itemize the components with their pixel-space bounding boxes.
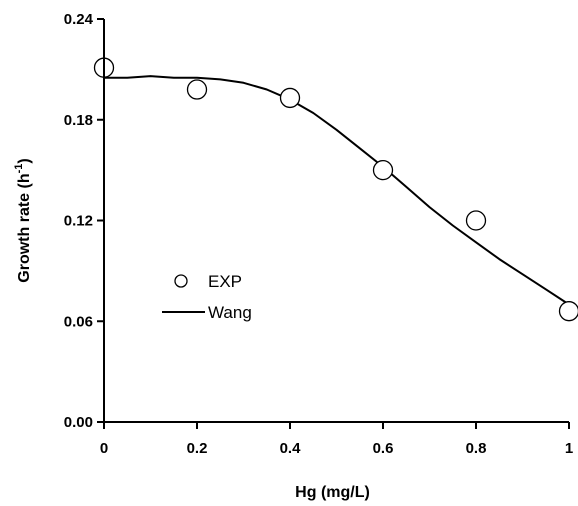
y-axis-title-superscript: -1 xyxy=(13,164,25,174)
y-axis-title-end: ) xyxy=(16,158,33,163)
legend-label-exp: EXP xyxy=(208,272,242,291)
data-point-exp xyxy=(558,301,578,322)
x-tick-label: 1 xyxy=(565,440,573,457)
x-tick-label: 0.2 xyxy=(187,440,208,457)
data-point-exp xyxy=(279,87,301,109)
y-tick-label: 0.06 xyxy=(64,313,93,330)
axes: 0.00 0.06 0.12 0.18 0.24 0 0.2 0.4 0.6 0.8 1 Hg (mg… xyxy=(13,11,573,501)
legend: EXP Wang xyxy=(162,272,252,322)
series-line-wang xyxy=(104,75,570,306)
x-tick-label: 0.8 xyxy=(466,440,487,457)
y-tick-label: 0.12 xyxy=(64,213,93,230)
y-axis-title-main: Growth rate (h xyxy=(16,173,33,282)
legend-label-wang: Wang xyxy=(208,303,252,322)
plot-area xyxy=(93,57,578,322)
y-tick-label: 0.00 xyxy=(64,414,93,431)
y-tick-label: 0.24 xyxy=(64,11,94,28)
x-axis-title: Hg (mg/L) xyxy=(295,484,370,501)
data-point-exp xyxy=(186,79,208,100)
x-tick-label: 0 xyxy=(100,440,108,457)
data-point-exp xyxy=(465,210,487,231)
x-tick-label: 0.6 xyxy=(373,440,394,457)
data-point-exp xyxy=(372,159,394,181)
legend-marker-exp xyxy=(174,274,188,288)
y-axis-title: Growth rate (h-1) xyxy=(13,158,33,282)
x-tick-label: 0.4 xyxy=(280,440,302,457)
y-tick-label: 0.18 xyxy=(64,112,93,129)
